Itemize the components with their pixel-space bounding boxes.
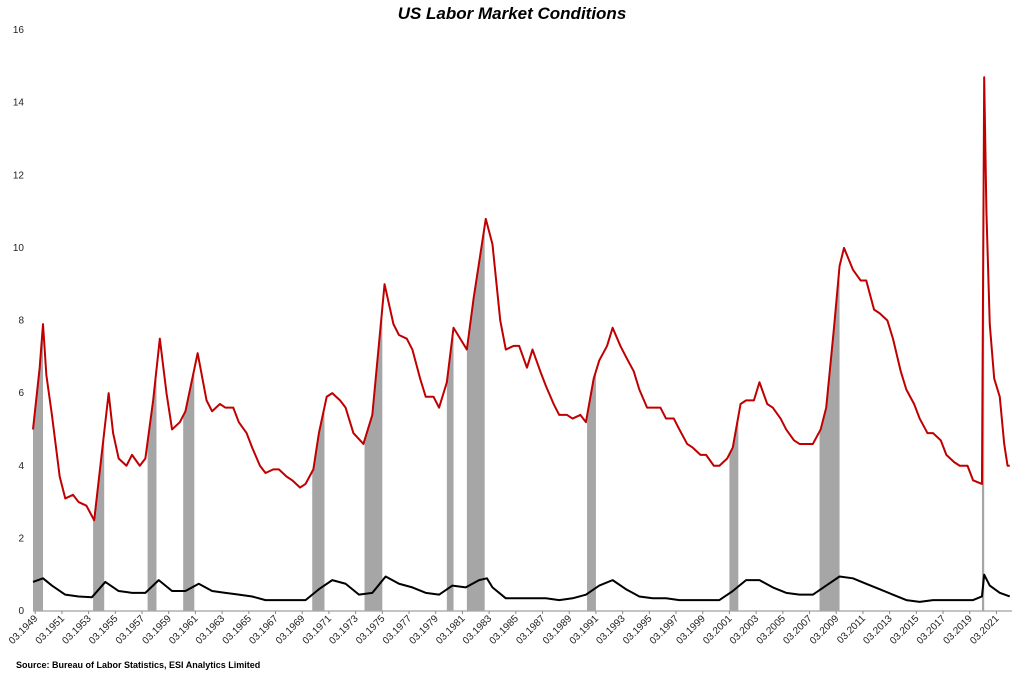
- x-tick-label: 03.2009: [808, 613, 842, 647]
- y-tick-label: 8: [18, 316, 24, 327]
- series-line: [32, 573, 1011, 603]
- recession-band: [587, 371, 596, 611]
- y-tick-label: 14: [13, 98, 25, 109]
- y-tick-label: 4: [18, 461, 24, 472]
- source-note: Source: Bureau of Labor Statistics, ESI …: [16, 660, 260, 670]
- y-tick-label: 12: [13, 170, 25, 181]
- recession-band: [819, 266, 840, 611]
- y-tick-label: 16: [13, 25, 25, 36]
- x-tick-label: 03.2021: [968, 613, 1002, 647]
- y-tick-label: 0: [18, 606, 24, 617]
- recession-band: [33, 324, 44, 611]
- recession-band: [729, 416, 739, 611]
- series-line: [32, 76, 1010, 522]
- recession-band: [364, 307, 383, 611]
- chart-title: US Labor Market Conditions: [398, 4, 627, 23]
- y-tick-label: 10: [13, 243, 25, 254]
- y-tick-label: 2: [18, 533, 24, 544]
- recession-band: [93, 432, 105, 611]
- recession-band: [183, 369, 195, 611]
- y-tick-label: 6: [18, 388, 24, 399]
- recession-band: [446, 327, 454, 611]
